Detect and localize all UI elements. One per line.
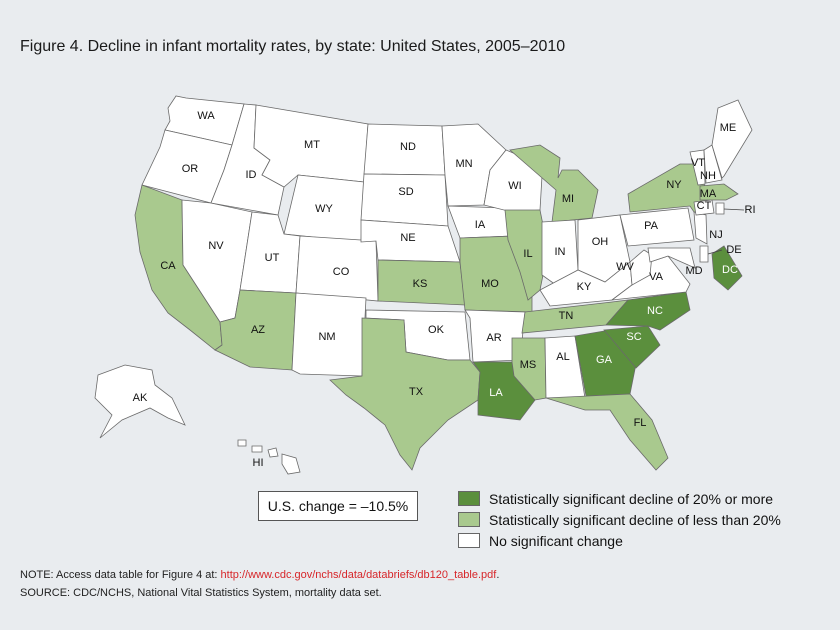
state-ak (94, 364, 186, 439)
legend-swatch (458, 512, 480, 527)
state-label-la: LA (489, 387, 503, 399)
state-label-mn: MN (455, 158, 472, 170)
state-label-mi: MI (562, 193, 574, 205)
state-label-oh: OH (592, 236, 609, 248)
state-label-ny: NY (666, 179, 682, 191)
state-label-in: IN (555, 246, 566, 258)
note-suffix: . (496, 569, 500, 581)
state-vt (689, 149, 706, 186)
state-label-fl: FL (634, 417, 647, 429)
state-il (504, 209, 549, 301)
state-label-ky: KY (577, 281, 592, 293)
state-nh (703, 144, 723, 184)
state-mi (509, 144, 599, 223)
state-label-ga: GA (596, 354, 613, 366)
state-md (647, 247, 696, 269)
legend: Statistically significant decline of 20%… (458, 488, 781, 551)
state-ri (715, 202, 725, 215)
state-label-ca: CA (160, 260, 176, 272)
state-label-nv: NV (208, 240, 224, 252)
note: NOTE: Access data table for Figure 4 at:… (20, 569, 499, 581)
state-tx (329, 317, 481, 471)
state-ct (693, 199, 715, 216)
state-label-wv: WV (616, 261, 634, 273)
state-label-nc: NC (647, 305, 663, 317)
state-label-me: ME (720, 122, 737, 134)
state-ma (699, 183, 739, 201)
state-pa (619, 207, 695, 247)
state-label-il: IL (523, 248, 532, 260)
state-me (711, 99, 753, 179)
figure-title: Figure 4. Decline in infant mortality ra… (20, 38, 566, 55)
state-nm (291, 292, 367, 377)
state-hi (237, 439, 301, 475)
state-label-id: ID (246, 169, 257, 181)
state-label-tn: TN (559, 310, 574, 322)
legend-item-no-change: No significant change (458, 530, 781, 551)
legend-label: Statistically significant decline of 20%… (489, 490, 774, 507)
legend-label: No significant change (489, 532, 623, 549)
legend-item-significant-20-or-more: Statistically significant decline of 20%… (458, 488, 781, 509)
source: SOURCE: CDC/NCHS, National Vital Statist… (20, 587, 382, 599)
state-label-ms: MS (520, 359, 537, 371)
state-label-ok: OK (428, 324, 445, 336)
state-label-al: AL (556, 351, 569, 363)
state-label-sd: SD (398, 186, 413, 198)
state-label-co: CO (333, 266, 350, 278)
state-label-ri: RI (745, 204, 756, 216)
note-link[interactable]: http://www.cdc.gov/nchs/data/databriefs/… (220, 569, 497, 581)
state-label-pa: PA (644, 220, 659, 232)
state-label-nd: ND (400, 141, 416, 153)
legend-item-significant-less-20: Statistically significant decline of les… (458, 509, 781, 530)
state-ar (464, 309, 526, 363)
state-tn (521, 299, 629, 334)
note-prefix: NOTE: Access data table for Figure 4 at: (20, 569, 221, 581)
state-label-ar: AR (486, 332, 501, 344)
state-dc (711, 245, 743, 291)
state-label-vt: VT (691, 157, 705, 169)
state-label-ma: MA (700, 188, 717, 200)
state-label-wy: WY (315, 203, 333, 215)
state-label-de: DE (726, 244, 741, 256)
state-label-ct: CT (697, 200, 712, 212)
state-label-wi: WI (508, 180, 521, 192)
state-label-nj: NJ (709, 229, 722, 241)
state-sc (603, 325, 661, 369)
state-fl (545, 393, 669, 471)
state-de (699, 245, 709, 263)
leader-line-de (707, 249, 723, 255)
state-label-hi: HI (253, 457, 264, 469)
state-nj (693, 211, 708, 245)
state-label-ut: UT (265, 252, 280, 264)
state-label-mt: MT (304, 139, 320, 151)
state-nc (605, 291, 691, 331)
state-label-ak: AK (133, 392, 148, 404)
state-wv (629, 249, 653, 286)
legend-label: Statistically significant decline of les… (489, 511, 781, 528)
legend-swatch (458, 533, 480, 548)
us-change-box: U.S. change = –10.5% (258, 491, 418, 521)
state-label-dc: DC (722, 264, 738, 276)
leader-line-ri (723, 208, 745, 211)
state-label-ia: IA (475, 219, 486, 231)
state-label-tx: TX (409, 386, 424, 398)
state-label-ks: KS (413, 278, 428, 290)
state-label-or: OR (182, 163, 199, 175)
state-sd (360, 173, 449, 227)
state-label-az: AZ (251, 324, 265, 336)
state-label-nh: NH (700, 170, 716, 182)
legend-swatch (458, 491, 480, 506)
state-label-ne: NE (400, 232, 415, 244)
state-label-sc: SC (626, 331, 641, 343)
state-label-va: VA (649, 271, 664, 283)
state-label-md: MD (685, 265, 702, 277)
state-label-mo: MO (481, 278, 499, 290)
state-label-wa: WA (197, 110, 215, 122)
state-label-nm: NM (318, 331, 335, 343)
